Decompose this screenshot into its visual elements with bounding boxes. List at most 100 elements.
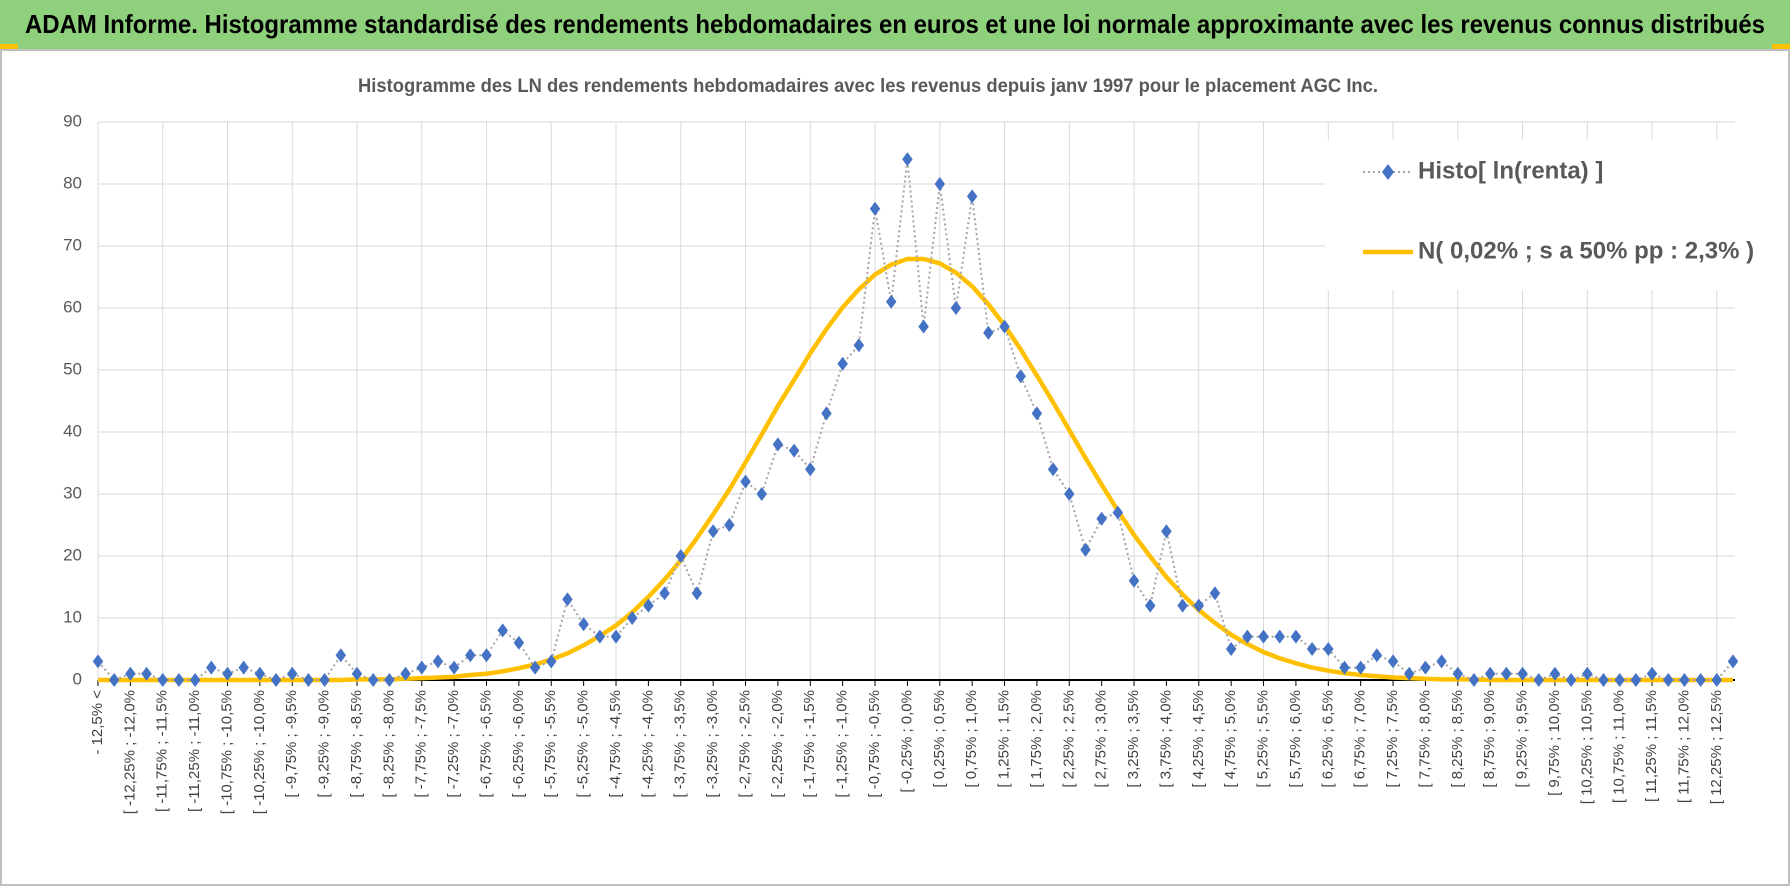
x-tick-label: [ 9,25% ; 9,5% (1514, 690, 1531, 788)
x-tick-label: [ -3,25% ; -3,0% (704, 690, 721, 798)
diamond-marker (1436, 654, 1447, 669)
x-tick-label: [ -12,25% ; -12,0% (121, 690, 138, 814)
diamond-marker (254, 666, 266, 681)
x-tick-label: [ 3,25% ; 3,5% (1125, 690, 1142, 788)
diamond-marker (1517, 666, 1528, 681)
diamond-marker (270, 673, 282, 687)
diamond-marker (1112, 505, 1124, 520)
diamond-marker (189, 673, 201, 687)
x-tick-label: [ 0,75% ; 1,0% (963, 690, 980, 788)
y-tick-label: 0 (73, 669, 82, 688)
diamond-marker (724, 518, 735, 532)
chart-title: Histogramme des LN des rendements hebdom… (358, 76, 1378, 97)
diamond-marker (562, 592, 573, 607)
x-tick-label: [ -2,75% ; -2,5% (736, 690, 753, 798)
diamond-marker (1080, 542, 1091, 557)
x-tick-label: [ 5,75% ; 6,0% (1287, 690, 1304, 788)
x-tick-label: [ -5,75% ; -5,5% (542, 690, 559, 798)
diamond-marker (92, 654, 104, 669)
diamond-marker (1501, 666, 1512, 681)
y-tick-label: 30 (63, 483, 82, 502)
x-tick-label: [ 9,75% ; 10,0% (1546, 690, 1563, 796)
diamond-marker (1290, 629, 1302, 644)
x-tick-label: [ 7,75% ; 8,0% (1416, 690, 1433, 788)
diamond-marker (966, 189, 978, 204)
diamond-marker (934, 177, 946, 191)
legend-label: N( 0,02% ; s a 50% pp : 2,3% ) (1418, 237, 1754, 264)
diamond-marker (983, 325, 994, 340)
diamond-marker (869, 201, 881, 216)
legend-label: Histo[ ln(renta) ] (1418, 157, 1603, 184)
diamond-marker (303, 673, 314, 687)
legend (1325, 140, 1735, 290)
diamond-marker (432, 654, 444, 669)
diamond-marker (1662, 673, 1674, 687)
diamond-marker (125, 666, 136, 681)
diamond-marker (1646, 666, 1658, 681)
diamond-marker (481, 648, 492, 663)
x-tick-label: [ -1,25% ; -1,0% (834, 690, 851, 798)
y-tick-label: 20 (63, 545, 82, 564)
diamond-marker (756, 487, 767, 501)
x-tick-label: [ 3,75% ; 4,0% (1157, 690, 1174, 788)
diamond-marker (1355, 660, 1366, 675)
diamond-marker (1598, 673, 1609, 687)
diamond-marker (918, 319, 929, 334)
diamond-marker (1306, 642, 1318, 656)
diamond-marker (610, 629, 622, 644)
legend-marker (1382, 164, 1394, 180)
diamond-marker (1533, 673, 1544, 687)
x-tick-label: [ -9,75% ; -9,5% (283, 690, 300, 798)
x-tick-label: [ -1,75% ; -1,5% (801, 690, 818, 798)
diamond-marker (448, 660, 460, 675)
diamond-marker (950, 301, 962, 315)
diamond-marker (999, 319, 1010, 334)
x-tick-label: [ -8,25% ; -8,0% (380, 690, 397, 798)
diamond-marker (643, 598, 654, 613)
diamond-marker (853, 338, 865, 353)
diamond-marker (1323, 642, 1334, 656)
diamond-marker (513, 635, 525, 650)
diamond-marker (1549, 666, 1561, 681)
x-tick-label: [ -0,75% ; -0,5% (866, 690, 883, 798)
x-tick-label: [ 2,25% ; 2,5% (1060, 690, 1077, 788)
x-tick-label: [ -8,75% ; -8,5% (348, 690, 365, 798)
diamond-marker (1630, 673, 1642, 687)
diamond-marker (1161, 524, 1172, 539)
x-tick-label: [ -7,25% ; -7,0% (445, 690, 462, 798)
diamond-marker (691, 586, 703, 601)
x-tick-label: [ -4,75% ; -4,5% (607, 690, 624, 798)
diamond-marker (1015, 369, 1026, 384)
diamond-marker (1258, 629, 1269, 644)
x-tick-label: [ -10,25% ; -10,0% (251, 690, 268, 814)
diamond-marker (788, 443, 800, 458)
x-tick-label: [ 4,25% ; 4,5% (1190, 690, 1207, 788)
diamond-marker (626, 611, 638, 625)
diamond-marker (1582, 666, 1593, 681)
diamond-marker (1047, 462, 1059, 477)
x-tick-label: [ -10,75% ; -10,5% (218, 690, 235, 814)
diamond-marker (1096, 511, 1107, 526)
diamond-marker (1695, 673, 1706, 687)
x-tick-label: [ -2,25% ; -2,0% (769, 690, 786, 798)
x-tick-label: [ -6,25% ; -6,0% (510, 690, 527, 798)
x-tick-label: [ -11,75% ; -11,5% (154, 690, 171, 812)
x-tick-label: [ 7,25% ; 7,5% (1384, 690, 1401, 788)
diamond-marker (206, 660, 217, 675)
x-tick-label: [ 6,75% ; 7,0% (1352, 690, 1369, 788)
diamond-marker (659, 586, 670, 601)
diamond-marker (902, 152, 913, 167)
x-tick-label: - 12,5% < (89, 690, 106, 755)
diamond-marker (529, 660, 541, 675)
diamond-marker (1128, 573, 1140, 588)
diamond-marker (1403, 666, 1415, 681)
diamond-marker (805, 462, 816, 477)
x-tick-label: [ -0,25% ; 0,0% (898, 690, 915, 793)
diamond-marker (1452, 666, 1464, 681)
x-tick-label: [ -6,75% ; -6,5% (477, 690, 494, 798)
diamond-marker (885, 294, 897, 309)
y-tick-label: 70 (63, 235, 82, 254)
x-tick-label: [ -3,75% ; -3,5% (672, 690, 689, 798)
diamond-marker (772, 437, 784, 452)
diamond-marker (1064, 487, 1075, 501)
